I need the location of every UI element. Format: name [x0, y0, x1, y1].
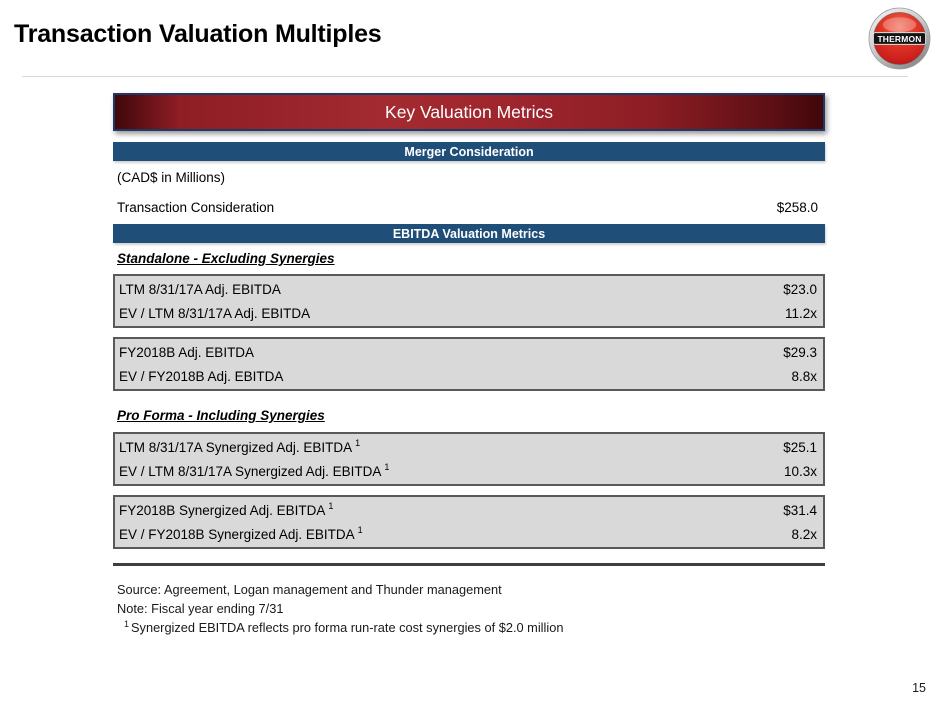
- row-value: $31.4: [783, 502, 817, 518]
- row-label: EV / FY2018B Adj. EBITDA: [119, 368, 284, 384]
- table-title-banner: Key Valuation Metrics: [113, 93, 825, 131]
- row-value: $29.3: [783, 344, 817, 360]
- row-label: FY2018B Synergized Adj. EBITDA 1: [119, 501, 334, 518]
- footnote-marker: 1: [328, 501, 334, 511]
- footer-notes: Source: Agreement, Logan management and …: [117, 580, 563, 637]
- row-label: Transaction Consideration: [117, 199, 275, 215]
- table-title: Key Valuation Metrics: [385, 101, 553, 122]
- row-value: $258.0: [776, 199, 818, 215]
- thermon-logo: THERMON: [868, 7, 931, 70]
- table-bottom-rule: [113, 563, 825, 566]
- metric-box-fy2018-standalone: FY2018B Adj. EBITDA $29.3 EV / FY2018B A…: [113, 337, 825, 391]
- page-title: Transaction Valuation Multiples: [14, 20, 382, 48]
- metric-box-ltm-standalone: LTM 8/31/17A Adj. EBITDA $23.0 EV / LTM …: [113, 274, 825, 328]
- row-value: $23.0: [783, 281, 817, 297]
- units-label: (CAD$ in Millions): [117, 170, 226, 185]
- metric-box-ltm-synergized: LTM 8/31/17A Synergized Adj. EBITDA 1 $25…: [113, 432, 825, 486]
- row-label: LTM 8/31/17A Adj. EBITDA: [119, 281, 281, 297]
- table-row: EV / LTM 8/31/17A Synergized Adj. EBITDA…: [115, 459, 823, 483]
- row-label: FY2018B Adj. EBITDA: [119, 344, 255, 360]
- row-value: 8.2x: [791, 526, 817, 542]
- valuation-table: Key Valuation Metrics Merger Considerati…: [113, 93, 825, 566]
- table-row: LTM 8/31/17A Synergized Adj. EBITDA 1 $25…: [115, 435, 823, 459]
- row-value: 10.3x: [783, 463, 817, 479]
- title-divider: [22, 76, 908, 77]
- ebitda-metrics-banner: EBITDA Valuation Metrics: [113, 224, 825, 243]
- merger-consideration-banner: Merger Consideration: [113, 142, 825, 161]
- table-row: EV / FY2018B Synergized Adj. EBITDA 1 8.2…: [115, 522, 823, 546]
- note-line: Note: Fiscal year ending 7/31: [117, 601, 284, 616]
- footnote-marker: 1: [355, 438, 361, 448]
- row-label: EV / FY2018B Synergized Adj. EBITDA 1: [119, 525, 363, 542]
- thermon-logo-icon: THERMON: [868, 7, 931, 70]
- row-label: EV / LTM 8/31/17A Synergized Adj. EBITDA…: [119, 462, 390, 479]
- row-value: 11.2x: [784, 305, 817, 321]
- page-number: 15: [912, 681, 926, 695]
- row-label: EV / LTM 8/31/17A Adj. EBITDA: [119, 305, 311, 321]
- thermon-logo-text: THERMON: [877, 34, 921, 44]
- metric-box-fy2018-synergized: FY2018B Synergized Adj. EBITDA 1 $31.4 EV…: [113, 495, 825, 549]
- footnote-marker: 1: [384, 462, 390, 472]
- table-row: FY2018B Synergized Adj. EBITDA 1 $31.4: [115, 498, 823, 522]
- row-value: 8.8x: [791, 368, 817, 384]
- group-heading-standalone: Standalone - Excluding Synergies: [117, 251, 335, 266]
- footnote-text: Synergized EBITDA reflects pro forma run…: [131, 620, 564, 635]
- footnote-marker: 1: [124, 618, 130, 629]
- source-line: Source: Agreement, Logan management and …: [117, 582, 502, 597]
- footnote-marker: 1: [357, 525, 363, 535]
- transaction-consideration-row: Transaction Consideration $258.0: [113, 198, 825, 216]
- row-label: LTM 8/31/17A Synergized Adj. EBITDA 1: [119, 438, 361, 455]
- table-row: LTM 8/31/17A Adj. EBITDA $23.0: [115, 277, 823, 301]
- table-row: FY2018B Adj. EBITDA $29.3: [115, 340, 823, 364]
- group-heading-proforma: Pro Forma - Including Synergies: [117, 408, 325, 423]
- row-value: $25.1: [783, 439, 817, 455]
- table-row: EV / LTM 8/31/17A Adj. EBITDA 11.2x: [115, 301, 823, 325]
- table-row: EV / FY2018B Adj. EBITDA 8.8x: [115, 364, 823, 388]
- footnote-line: 1 Synergized EBITDA reflects pro forma ru…: [124, 618, 563, 637]
